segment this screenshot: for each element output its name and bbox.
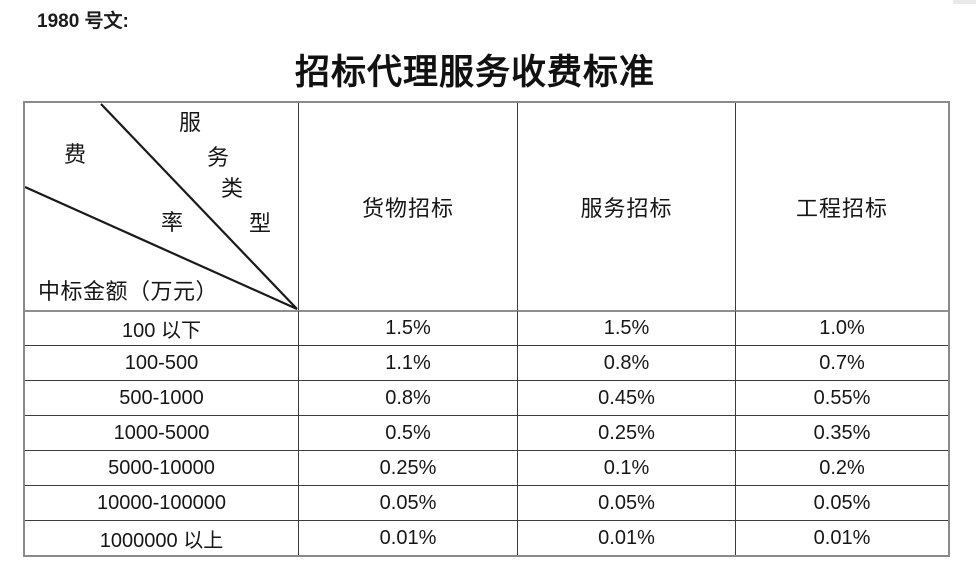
corner-fee-char-2: 率	[161, 210, 184, 235]
fee-value-5-service: 0.1%	[517, 450, 735, 485]
diagonal-divider-lines	[25, 103, 298, 310]
row-label-7: 1000000 以上	[25, 520, 298, 555]
fee-value-2-goods: 1.1%	[298, 345, 517, 380]
fee-value-1-works: 1.0%	[735, 310, 948, 345]
doc-number: 1980 号文:	[37, 11, 129, 32]
table-corner-cell: 服 务 类 型 费 率 中标金额（万元）	[25, 103, 298, 310]
row-label-2: 100-500	[25, 345, 298, 380]
row-label-5: 5000-10000	[25, 450, 298, 485]
fee-value-3-works: 0.55%	[735, 380, 948, 415]
fee-table: 服 务 类 型 费 率 中标金额（万元） 货物招标 服务招标 工程招标 100 …	[23, 101, 950, 557]
fee-value-7-works: 0.01%	[735, 520, 948, 555]
fee-value-4-service: 0.25%	[517, 415, 735, 450]
row-label-4: 1000-5000	[25, 415, 298, 450]
fee-value-6-service: 0.05%	[517, 485, 735, 520]
fee-value-2-works: 0.7%	[735, 345, 948, 380]
corner-amount-label: 中标金额（万元）	[38, 278, 219, 304]
fee-value-3-service: 0.45%	[517, 380, 735, 415]
corner-type-char-2: 务	[207, 145, 230, 170]
fee-value-5-works: 0.2%	[735, 450, 948, 485]
fee-value-6-goods: 0.05%	[298, 485, 517, 520]
corner-type-char-4: 型	[249, 211, 272, 236]
scrollbar-fragment[interactable]	[953, 0, 976, 4]
corner-type-char-1: 服	[179, 110, 202, 135]
fee-value-1-service: 1.5%	[517, 310, 735, 345]
row-label-6: 10000-100000	[25, 485, 298, 520]
row-label-3: 500-1000	[25, 380, 298, 415]
row-label-1: 100 以下	[25, 310, 298, 345]
fee-value-6-works: 0.05%	[735, 485, 948, 520]
fee-value-7-goods: 0.01%	[298, 520, 517, 555]
corner-fee-char-1: 费	[64, 142, 87, 167]
corner-type-char-3: 类	[221, 176, 244, 201]
fee-value-4-works: 0.35%	[735, 415, 948, 450]
fee-value-7-service: 0.01%	[517, 520, 735, 555]
column-header-works-bidding: 工程招标	[735, 103, 948, 310]
page-title: 招标代理服务收费标准	[294, 53, 655, 92]
fee-value-5-goods: 0.25%	[298, 450, 517, 485]
fee-value-2-service: 0.8%	[517, 345, 735, 380]
fee-value-4-goods: 0.5%	[298, 415, 517, 450]
fee-value-1-goods: 1.5%	[298, 310, 517, 345]
column-header-goods-bidding: 货物招标	[298, 103, 517, 310]
fee-value-3-goods: 0.8%	[298, 380, 517, 415]
column-header-service-bidding: 服务招标	[517, 103, 735, 310]
